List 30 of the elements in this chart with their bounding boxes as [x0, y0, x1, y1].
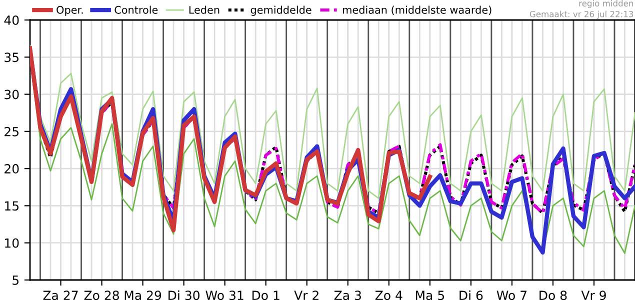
- y-tick-label: 10: [5, 238, 19, 248]
- y-tick-label: 35: [4, 52, 18, 62]
- legend-label: Oper.: [56, 6, 83, 16]
- y-tick-label: 5: [12, 276, 18, 285]
- y-tick-label: 30: [4, 90, 19, 100]
- x-tick-label: Do 8: [540, 290, 567, 300]
- y-tick-label: 15: [5, 201, 18, 211]
- legend-label: Controle: [114, 6, 158, 14]
- x-tick-label: Di 30: [168, 290, 200, 300]
- legend-label: gemiddelde: [250, 6, 312, 16]
- x-tick-label: Ma 5: [416, 290, 444, 300]
- line-series: [30, 46, 432, 232]
- y-tick-label: 20: [4, 164, 19, 174]
- text: regio midden: [579, 0, 634, 8]
- x-tick-label: Za 3: [334, 290, 361, 300]
- x-tick-label: Vr 2: [294, 290, 318, 300]
- x-tick-label: Ma 29: [124, 290, 162, 300]
- x-tick-label: Wo 7: [496, 290, 526, 300]
- legend-label: Leden: [189, 6, 220, 14]
- x-tick-label: Di 6: [460, 290, 483, 300]
- x-tick-label: Vr 9: [581, 290, 606, 300]
- x-tick-label: Zo 4: [375, 290, 402, 300]
- text: Gemaakt: vr 26 jul 22:13: [530, 10, 634, 19]
- x-tick-label: Wo 31: [206, 290, 244, 300]
- y-tick-label: 40: [4, 15, 19, 25]
- x-tick-label: Do 1: [252, 290, 280, 300]
- y-tick-label: 25: [4, 126, 18, 136]
- x-tick-label: Zo 28: [84, 290, 119, 300]
- legend-label: mediaan (middelste waarde): [343, 6, 492, 16]
- x-tick-label: Za 27: [43, 290, 78, 300]
